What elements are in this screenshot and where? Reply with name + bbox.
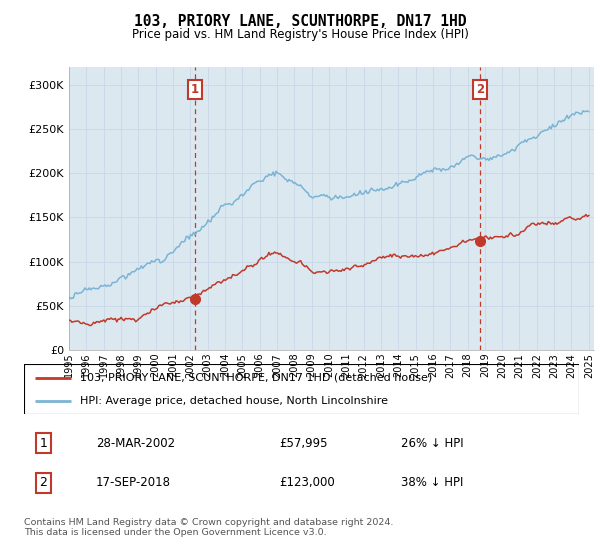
Text: HPI: Average price, detached house, North Lincolnshire: HPI: Average price, detached house, Nort…: [79, 396, 388, 406]
Text: Price paid vs. HM Land Registry's House Price Index (HPI): Price paid vs. HM Land Registry's House …: [131, 28, 469, 41]
Text: Contains HM Land Registry data © Crown copyright and database right 2024.
This d: Contains HM Land Registry data © Crown c…: [24, 518, 394, 538]
Text: 17-SEP-2018: 17-SEP-2018: [96, 477, 171, 489]
Text: 26% ↓ HPI: 26% ↓ HPI: [401, 437, 464, 450]
Text: 103, PRIORY LANE, SCUNTHORPE, DN17 1HD: 103, PRIORY LANE, SCUNTHORPE, DN17 1HD: [134, 14, 466, 29]
Text: 103, PRIORY LANE, SCUNTHORPE, DN17 1HD (detached house): 103, PRIORY LANE, SCUNTHORPE, DN17 1HD (…: [79, 372, 432, 382]
Text: 28-MAR-2002: 28-MAR-2002: [96, 437, 175, 450]
Text: £57,995: £57,995: [280, 437, 328, 450]
Text: 2: 2: [40, 477, 47, 489]
Text: 1: 1: [40, 437, 47, 450]
Text: 2: 2: [476, 83, 484, 96]
Text: £123,000: £123,000: [280, 477, 335, 489]
Text: 1: 1: [191, 83, 199, 96]
Text: 38% ↓ HPI: 38% ↓ HPI: [401, 477, 464, 489]
